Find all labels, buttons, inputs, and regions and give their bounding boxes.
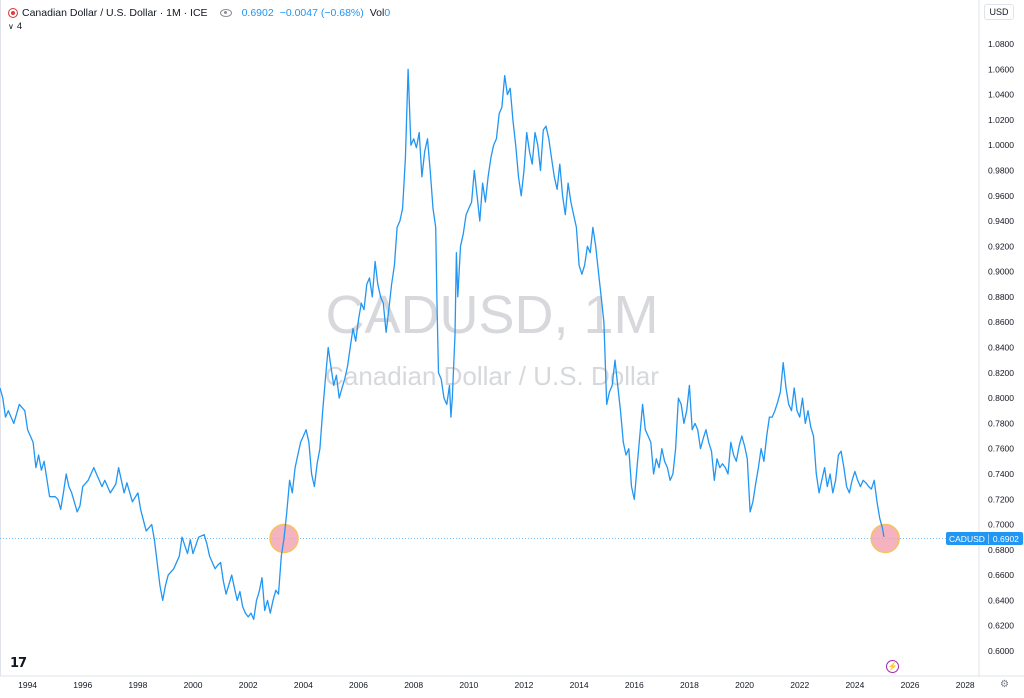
- y-tick-label: 0.7000: [988, 520, 1014, 530]
- y-tick-label: 0.9600: [988, 191, 1014, 201]
- y-tick-label: 0.9000: [988, 267, 1014, 277]
- tradingview-logo-icon[interactable]: 17: [10, 656, 27, 671]
- y-tick-label: 0.7400: [988, 469, 1014, 479]
- price-axis[interactable]: 1.0800 1.0600 1.0400 1.0200 1.0000 0.9800 0.96…: [988, 39, 1014, 656]
- lightning-event-icon[interactable]: ⚡: [886, 660, 899, 673]
- y-tick-label: 0.7600: [988, 444, 1014, 454]
- y-tick-label: 0.8400: [988, 343, 1014, 353]
- highlight-markers: [269, 523, 900, 554]
- x-tick-label: 1996: [73, 680, 92, 690]
- chevron-down-icon: ∨: [8, 22, 14, 31]
- y-tick-label: 1.0800: [988, 39, 1014, 49]
- x-tick-label: 2028: [956, 680, 975, 690]
- y-tick-label: 0.6800: [988, 545, 1014, 555]
- legend-volume-label: Vol: [369, 7, 385, 19]
- x-tick-label: 2020: [735, 680, 754, 690]
- legend-price: 0.6902: [241, 7, 274, 19]
- indicators-count: 4: [16, 21, 23, 32]
- y-tick-label: 0.6200: [988, 621, 1014, 631]
- highlight-circle: [870, 523, 900, 554]
- x-tick-label: 2018: [680, 680, 699, 690]
- y-tick-label: 0.9800: [988, 165, 1014, 175]
- x-tick-label: 2024: [845, 680, 864, 690]
- y-tick-label: 0.7800: [988, 418, 1014, 428]
- legend-volume-value: 0: [384, 7, 391, 19]
- x-tick-label: 1998: [128, 680, 147, 690]
- legend-change: −0.0047 (−0.68%): [279, 7, 364, 19]
- y-tick-label: 0.6600: [988, 570, 1014, 580]
- y-tick-label: 0.8200: [988, 368, 1014, 378]
- y-tick-label: 0.8800: [988, 292, 1014, 302]
- x-tick-label: 2002: [239, 680, 258, 690]
- x-tick-label: 2014: [570, 680, 589, 690]
- y-tick-label: 0.8600: [988, 317, 1014, 327]
- y-tick-label: 0.7200: [988, 494, 1014, 504]
- series-line-cadusd: [0, 68, 885, 621]
- x-tick-label: 2026: [901, 680, 920, 690]
- currency-button[interactable]: USD: [984, 4, 1014, 20]
- y-tick-label: 0.9200: [988, 241, 1014, 251]
- x-tick-label: 2022: [790, 680, 809, 690]
- watermark-symbol: CADUSD, 1M: [325, 285, 658, 345]
- indicators-collapse-toggle[interactable]: ∨ 4: [8, 21, 22, 32]
- time-axis[interactable]: 1994 1996 1998 2000 2002 2004 2006 2008 2010 2012…: [18, 680, 975, 690]
- legend[interactable]: Canadian Dollar / U.S. Dollar · 1M · ICE…: [8, 6, 396, 20]
- watermark-name: Canadian Dollar / U.S. Dollar: [325, 361, 659, 391]
- gear-icon[interactable]: ⚙: [1000, 679, 1009, 690]
- y-tick-label: 1.0200: [988, 115, 1014, 125]
- y-tick-label: 0.6400: [988, 595, 1014, 605]
- y-tick-label: 0.9400: [988, 216, 1014, 226]
- x-tick-label: 2004: [294, 680, 313, 690]
- y-tick-label: 1.0000: [988, 140, 1014, 150]
- legend-title[interactable]: Canadian Dollar / U.S. Dollar · 1M · ICE: [22, 7, 208, 19]
- y-tick-label: 0.6000: [988, 646, 1014, 656]
- x-tick-label: 2016: [625, 680, 644, 690]
- eye-icon[interactable]: [219, 9, 232, 17]
- last-price-value: 0.6902: [992, 533, 1019, 544]
- x-tick-label: 2000: [184, 680, 203, 690]
- y-tick-label: 1.0600: [988, 64, 1014, 74]
- x-tick-label: 2010: [459, 680, 478, 690]
- x-tick-label: 2008: [404, 680, 423, 690]
- last-price-symbol: CADUSD: [946, 533, 989, 544]
- x-tick-label: 1994: [18, 680, 37, 690]
- last-price-label: CADUSD 0.6902: [946, 532, 1023, 545]
- x-tick-label: 2006: [349, 680, 368, 690]
- x-tick-label: 2012: [515, 680, 534, 690]
- canada-flag-icon: [8, 8, 18, 18]
- y-tick-label: 0.8000: [988, 393, 1014, 403]
- y-tick-label: 1.0400: [988, 90, 1014, 100]
